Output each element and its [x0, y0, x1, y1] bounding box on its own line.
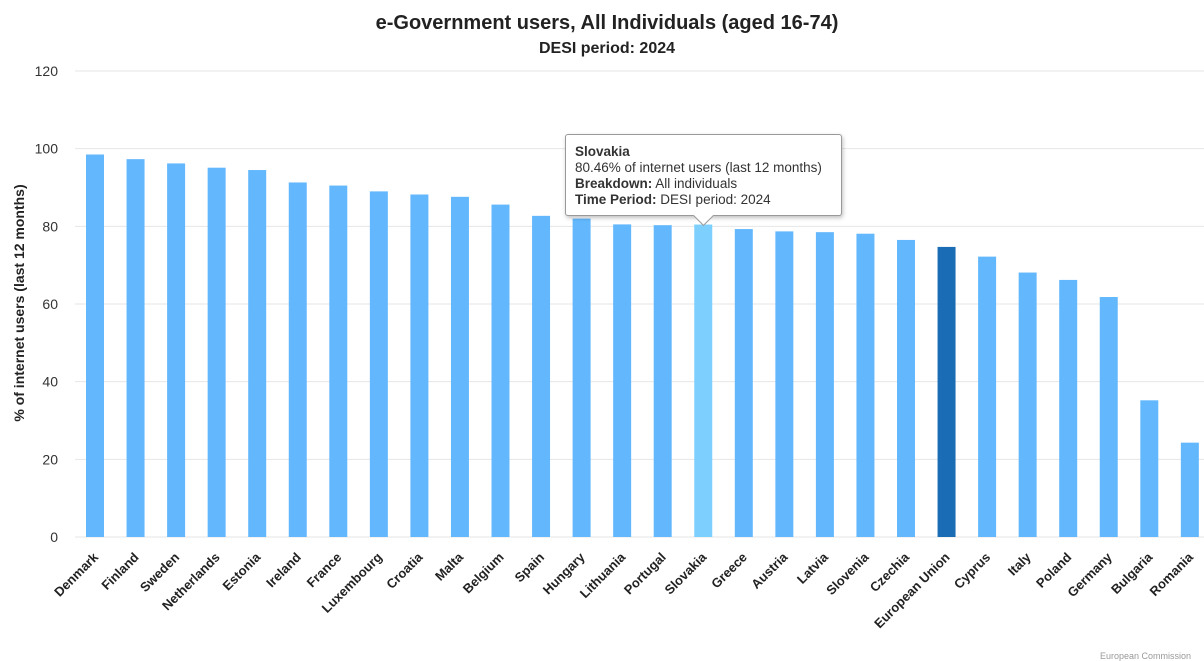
tooltip-period-label: Time Period:: [575, 192, 657, 207]
bar-finland[interactable]: [126, 159, 145, 537]
x-tick-label: Portugal: [621, 550, 669, 598]
x-tick-label: Slovenia: [823, 549, 872, 598]
y-tick-label: 0: [50, 529, 58, 545]
bar-czechia[interactable]: [897, 239, 915, 538]
bar-european-union[interactable]: [937, 246, 956, 538]
bar-slovakia[interactable]: [694, 224, 713, 537]
x-tick-label: Finland: [98, 549, 141, 592]
bar-poland[interactable]: [1059, 279, 1078, 537]
y-tick-label: 80: [42, 218, 58, 234]
x-tick-label: Greece: [708, 550, 750, 592]
y-tick-label: 120: [35, 63, 59, 79]
x-tick-label: France: [304, 550, 345, 591]
bar-slovenia[interactable]: [856, 233, 875, 537]
bar-hungary[interactable]: [572, 218, 591, 538]
x-tick-label: Denmark: [51, 549, 101, 599]
bar-latvia[interactable]: [815, 232, 834, 538]
bar-france[interactable]: [329, 185, 348, 537]
tooltip-breakdown-label: Breakdown:: [575, 176, 653, 191]
bar-spain[interactable]: [532, 215, 551, 537]
x-tick-label: Romania: [1147, 549, 1197, 599]
chart-credit[interactable]: European Commission: [1100, 651, 1191, 661]
tooltip-breakdown: Breakdown: All individuals: [575, 176, 832, 192]
x-tick-label: Estonia: [220, 549, 264, 593]
x-tick-label: Italy: [1005, 549, 1035, 579]
bar-estonia[interactable]: [248, 170, 267, 537]
x-tick-label: Slovakia: [661, 549, 709, 597]
bar-germany[interactable]: [1099, 297, 1118, 537]
tooltip-period: Time Period: DESI period: 2024: [575, 192, 832, 208]
y-axis-ticks: 0 20 40 60 80 100 120: [35, 63, 59, 545]
tooltip-value: 80.46% of internet users (last 12 months…: [575, 160, 822, 175]
chart-subtitle: DESI period: 2024: [539, 40, 675, 57]
x-tick-label: Ireland: [263, 549, 304, 590]
tooltip-period-value: DESI period: 2024: [660, 192, 771, 207]
bar-denmark[interactable]: [86, 154, 104, 537]
x-tick-label: European Union: [871, 549, 953, 631]
x-tick-label: Germany: [1064, 549, 1115, 600]
bar-cyprus[interactable]: [978, 256, 997, 537]
bar-greece[interactable]: [734, 229, 753, 537]
bar-romania[interactable]: [1180, 442, 1199, 537]
x-tick-label: Spain: [512, 549, 548, 585]
y-tick-label: 40: [42, 374, 58, 390]
bar-italy[interactable]: [1018, 272, 1037, 537]
bars[interactable]: [86, 154, 1199, 538]
y-axis-label: % of internet users (last 12 months): [11, 184, 27, 421]
x-tick-label: Latvia: [794, 549, 832, 587]
bar-luxembourg[interactable]: [369, 191, 388, 537]
bar-austria[interactable]: [775, 231, 794, 538]
bar-netherlands[interactable]: [207, 167, 226, 537]
x-tick-label: Belgium: [460, 550, 507, 597]
bar-ireland[interactable]: [288, 182, 307, 537]
x-tick-label: Malta: [432, 549, 467, 584]
bar-portugal[interactable]: [653, 225, 672, 537]
x-tick-label: Lithuania: [577, 549, 629, 601]
bar-belgium[interactable]: [491, 204, 510, 537]
chart-title: e-Government users, All Individuals (age…: [376, 12, 839, 34]
x-tick-label: Croatia: [383, 549, 426, 592]
bar-bulgaria[interactable]: [1140, 400, 1159, 537]
y-tick-label: 60: [42, 296, 58, 312]
y-tick-label: 20: [42, 451, 58, 467]
y-tick-label: 100: [35, 141, 59, 157]
bar-lithuania[interactable]: [613, 224, 632, 537]
x-tick-label: Cyprus: [951, 550, 993, 592]
bar-croatia[interactable]: [410, 194, 429, 538]
tooltip-breakdown-value: All individuals: [655, 176, 738, 191]
data-tooltip: Slovakia 80.46% of internet users (last …: [565, 134, 842, 227]
tooltip-title: Slovakia: [575, 144, 630, 159]
bar-sweden[interactable]: [167, 163, 186, 537]
x-tick-label: Austria: [748, 549, 791, 592]
bar-malta[interactable]: [450, 196, 469, 537]
